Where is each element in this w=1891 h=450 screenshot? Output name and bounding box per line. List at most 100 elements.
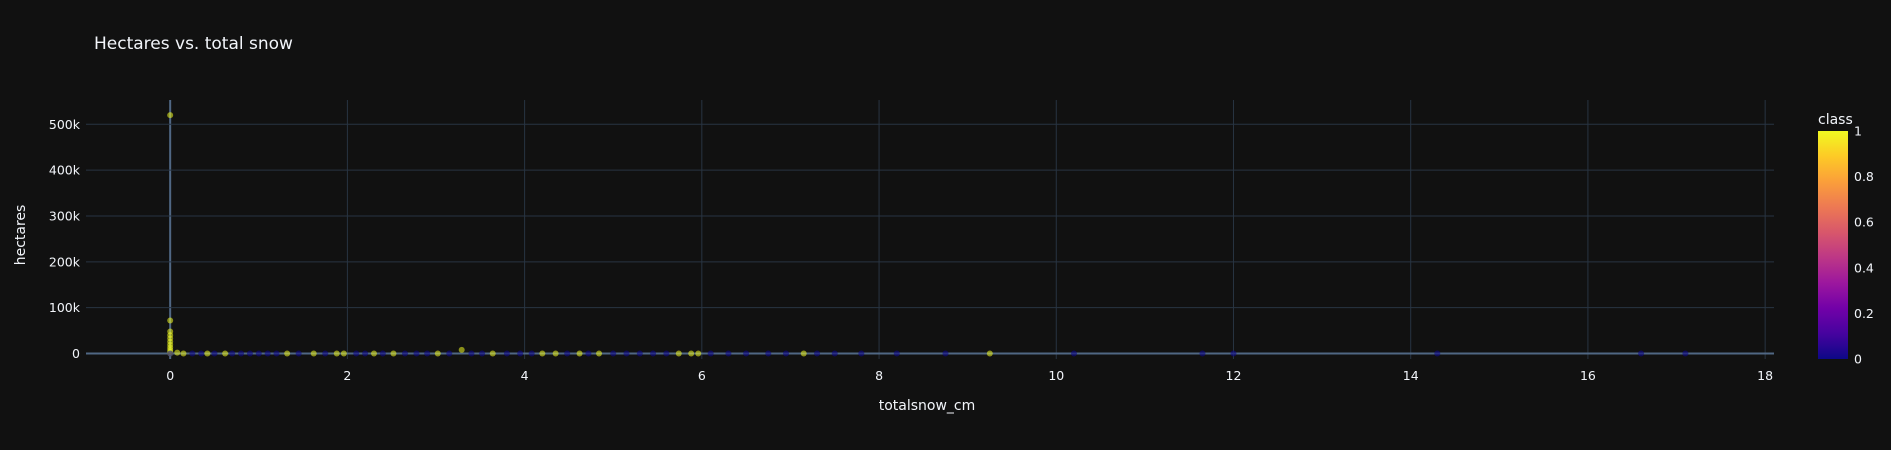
grid	[86, 100, 1774, 359]
data-point[interactable]	[413, 350, 420, 357]
data-point[interactable]	[167, 112, 174, 119]
data-point[interactable]	[1682, 350, 1689, 357]
data-point[interactable]	[783, 350, 790, 357]
data-point[interactable]	[564, 350, 571, 357]
x-tick-label: 0	[166, 368, 174, 383]
data-point[interactable]	[424, 350, 431, 357]
colorbar-tick-label: 0.2	[1854, 306, 1874, 321]
data-point[interactable]	[489, 350, 496, 357]
x-tick-label: 12	[1226, 368, 1242, 383]
data-point[interactable]	[353, 350, 360, 357]
y-tick-label: 500k	[49, 117, 81, 132]
data-point[interactable]	[167, 350, 174, 357]
data-point[interactable]	[688, 350, 695, 357]
data-point[interactable]	[650, 350, 657, 357]
data-point[interactable]	[942, 350, 949, 357]
data-points[interactable]	[167, 112, 1689, 357]
data-point[interactable]	[229, 350, 236, 357]
data-point[interactable]	[675, 350, 682, 357]
data-point[interactable]	[468, 350, 475, 357]
data-point[interactable]	[446, 350, 453, 357]
chart-title: Hectares vs. total snow	[94, 34, 293, 54]
data-point[interactable]	[198, 350, 205, 357]
data-point[interactable]	[362, 350, 369, 357]
data-point[interactable]	[390, 350, 397, 357]
data-point[interactable]	[322, 350, 329, 357]
data-point[interactable]	[340, 350, 347, 357]
x-tick-label: 8	[875, 368, 883, 383]
data-point[interactable]	[401, 350, 408, 357]
data-point[interactable]	[310, 350, 317, 357]
x-axis-ticks: 0 2 4 6 8 10 12 14 16 18	[166, 368, 1773, 383]
data-point[interactable]	[528, 350, 535, 357]
data-point[interactable]	[458, 346, 465, 353]
data-point[interactable]	[1199, 350, 1206, 357]
data-point[interactable]	[636, 350, 643, 357]
data-point[interactable]	[370, 350, 377, 357]
data-point[interactable]	[663, 350, 670, 357]
data-point[interactable]	[273, 350, 280, 357]
colorbar-ticks: 0 0.2 0.4 0.6 0.8 1	[1854, 124, 1874, 367]
data-point[interactable]	[264, 350, 271, 357]
data-point[interactable]	[238, 350, 245, 357]
data-point[interactable]	[552, 350, 559, 357]
data-point[interactable]	[189, 350, 196, 357]
data-point[interactable]	[211, 350, 218, 357]
data-point[interactable]	[167, 317, 174, 324]
data-point[interactable]	[379, 350, 386, 357]
data-point[interactable]	[222, 350, 229, 357]
data-point[interactable]	[174, 349, 181, 356]
data-point[interactable]	[539, 350, 546, 357]
data-point[interactable]	[434, 350, 441, 357]
data-point[interactable]	[180, 350, 187, 357]
x-tick-label: 4	[521, 368, 529, 383]
data-point[interactable]	[765, 350, 772, 357]
data-point[interactable]	[295, 350, 302, 357]
data-point[interactable]	[1434, 350, 1441, 357]
x-tick-label: 14	[1403, 368, 1419, 383]
data-point[interactable]	[479, 350, 486, 357]
data-point[interactable]	[576, 350, 583, 357]
y-tick-label: 100k	[49, 300, 81, 315]
colorbar-gradient	[1818, 131, 1848, 359]
x-tick-label: 18	[1757, 368, 1773, 383]
x-tick-label: 16	[1580, 368, 1596, 383]
data-point[interactable]	[610, 350, 617, 357]
x-tick-label: 10	[1048, 368, 1064, 383]
data-point[interactable]	[1230, 350, 1237, 357]
colorbar-title: class	[1818, 112, 1853, 128]
data-point[interactable]	[596, 350, 603, 357]
data-point[interactable]	[725, 350, 732, 357]
data-point[interactable]	[893, 350, 900, 357]
data-point[interactable]	[585, 350, 592, 357]
colorbar-tick-label: 0.8	[1854, 169, 1874, 184]
x-tick-label: 2	[343, 368, 351, 383]
data-point[interactable]	[255, 350, 262, 357]
data-point[interactable]	[814, 350, 821, 357]
y-tick-label: 400k	[49, 163, 81, 178]
colorbar-tick-label: 0	[1854, 352, 1862, 367]
data-point[interactable]	[831, 350, 838, 357]
data-point[interactable]	[333, 350, 340, 357]
data-point[interactable]	[743, 350, 750, 357]
colorbar-tick-label: 1	[1854, 124, 1862, 139]
y-axis-ticks: 0 100k 200k 300k 400k 500k	[49, 117, 81, 361]
data-point[interactable]	[1070, 350, 1077, 357]
data-point[interactable]	[858, 350, 865, 357]
data-point[interactable]	[503, 350, 510, 357]
colorbar-tick-label: 0.6	[1854, 215, 1874, 230]
data-point[interactable]	[1638, 350, 1645, 357]
data-point[interactable]	[800, 350, 807, 357]
data-point[interactable]	[517, 350, 524, 357]
data-point[interactable]	[986, 350, 993, 357]
data-point[interactable]	[284, 350, 291, 357]
x-tick-label: 6	[698, 368, 706, 383]
colorbar: class 0 0.2 0.4 0.6 0.8 1	[1818, 112, 1874, 367]
data-point[interactable]	[246, 350, 253, 357]
y-tick-label: 200k	[49, 254, 81, 269]
data-point[interactable]	[204, 350, 211, 357]
data-point[interactable]	[623, 350, 630, 357]
data-point[interactable]	[695, 350, 702, 357]
data-point[interactable]	[707, 350, 714, 357]
